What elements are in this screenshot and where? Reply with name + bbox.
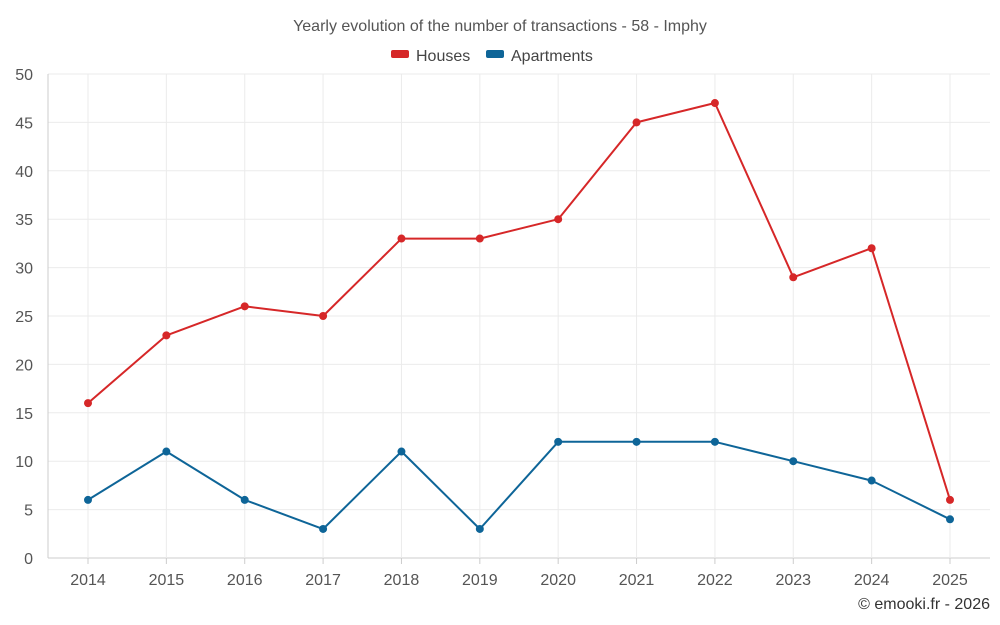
y-tick-label: 15 xyxy=(15,406,33,423)
data-point-apartments-2022[interactable] xyxy=(710,437,719,446)
x-tick-label: 2016 xyxy=(227,572,263,589)
y-tick-label: 35 xyxy=(15,212,33,229)
legend-swatch-apartments xyxy=(486,50,504,58)
y-tick-label: 30 xyxy=(15,261,33,278)
legend: Houses Apartments xyxy=(391,48,593,65)
data-point-apartments-2020[interactable] xyxy=(554,437,563,446)
data-point-apartments-2021[interactable] xyxy=(632,437,641,446)
y-axis: 0 5 10 15 20 25 30 35 40 45 50 xyxy=(15,67,33,568)
x-tick-label: 2025 xyxy=(932,572,968,589)
x-tick-label: 2023 xyxy=(775,572,811,589)
series-line-apartments xyxy=(87,440,951,530)
data-point-houses-2022[interactable] xyxy=(710,99,719,108)
credit-text: © emooki.fr - 2026 xyxy=(858,596,990,613)
data-point-houses-2025[interactable] xyxy=(946,495,954,504)
x-tick-label: 2017 xyxy=(305,572,341,589)
x-tick-label: 2024 xyxy=(854,572,890,589)
legend-swatch-houses xyxy=(391,50,409,58)
legend-label-houses[interactable]: Houses xyxy=(416,48,470,65)
y-tick-label: 20 xyxy=(15,357,33,374)
data-point-houses-2019[interactable] xyxy=(475,234,484,243)
y-tick-label: 45 xyxy=(15,115,33,132)
series-line-houses xyxy=(87,102,951,501)
x-tick-label: 2021 xyxy=(619,572,655,589)
chart-title: Yearly evolution of the number of transa… xyxy=(293,18,707,35)
data-point-apartments-2023[interactable] xyxy=(789,457,798,466)
data-point-apartments-2017[interactable] xyxy=(319,524,328,533)
data-point-houses-2015[interactable] xyxy=(162,331,171,340)
data-point-houses-2023[interactable] xyxy=(789,273,798,282)
data-point-houses-2014[interactable] xyxy=(84,399,92,408)
y-tick-label: 25 xyxy=(15,309,33,326)
x-tick-label: 2015 xyxy=(149,572,185,589)
x-tick-label: 2019 xyxy=(462,572,498,589)
data-point-houses-2016[interactable] xyxy=(240,302,249,311)
data-point-apartments-2014[interactable] xyxy=(84,495,92,504)
x-tick-label: 2020 xyxy=(540,572,576,589)
data-point-apartments-2016[interactable] xyxy=(240,495,249,504)
y-tick-label: 5 xyxy=(24,503,33,520)
legend-label-apartments[interactable]: Apartments xyxy=(511,48,593,65)
series-lines xyxy=(87,102,951,530)
y-tick-label: 40 xyxy=(15,164,33,181)
data-point-houses-2021[interactable] xyxy=(632,118,641,127)
data-point-houses-2018[interactable] xyxy=(397,234,406,243)
data-point-houses-2024[interactable] xyxy=(867,244,876,253)
y-tick-label: 0 xyxy=(24,551,33,568)
x-axis: 2014 2015 2016 2017 2018 2019 2020 2021 2022 2023… xyxy=(70,558,968,589)
y-tick-label: 50 xyxy=(15,67,33,84)
x-tick-label: 2014 xyxy=(70,572,106,589)
data-point-apartments-2018[interactable] xyxy=(397,447,406,456)
data-point-apartments-2019[interactable] xyxy=(475,524,484,533)
y-tick-label: 10 xyxy=(15,454,33,471)
x-tick-label: 2018 xyxy=(384,572,420,589)
data-point-apartments-2024[interactable] xyxy=(867,476,876,485)
data-point-apartments-2015[interactable] xyxy=(162,447,171,456)
data-points xyxy=(84,99,954,533)
x-tick-label: 2022 xyxy=(697,572,733,589)
data-point-houses-2020[interactable] xyxy=(554,215,563,224)
data-point-apartments-2025[interactable] xyxy=(946,515,954,524)
data-point-houses-2017[interactable] xyxy=(319,312,328,320)
